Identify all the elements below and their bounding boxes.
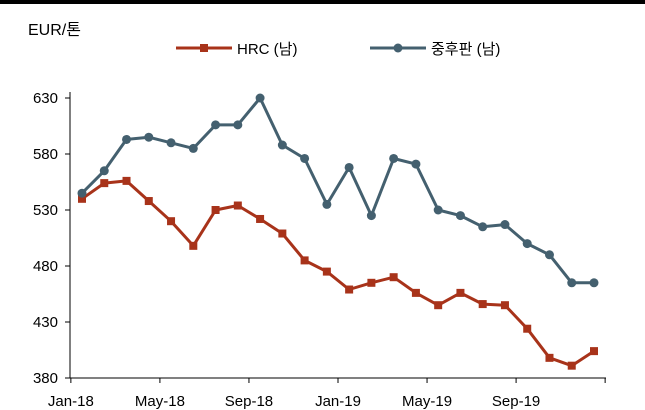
legend-item-plate: 중후판 (남)	[370, 36, 500, 60]
data-point-hrc-7	[233, 201, 242, 210]
data-point-plate-12	[344, 162, 354, 172]
y-unit-label: EUR/톤	[28, 22, 81, 39]
data-point-plate-20	[522, 239, 532, 249]
data-point-hrc-2	[122, 176, 131, 185]
x-tick-label-Sep-19: Sep-19	[492, 393, 540, 410]
data-point-hrc-4	[167, 217, 176, 226]
data-point-plate-3	[144, 132, 154, 142]
y-tick-label-530: 530	[33, 202, 58, 219]
data-point-hrc-21	[545, 353, 554, 362]
data-point-plate-7	[233, 120, 243, 130]
y-tick-label-380: 380	[33, 370, 58, 387]
series-line-hrc	[81, 179, 595, 368]
data-point-hrc-10	[300, 256, 309, 265]
data-point-hrc-17	[456, 288, 465, 297]
x-tick-label-May-19: May-19	[402, 393, 452, 410]
x-tick-label-May-18: May-18	[135, 393, 185, 410]
data-point-hrc-6	[211, 206, 220, 214]
data-point-plate-6	[211, 120, 221, 130]
data-point-hrc-1	[100, 179, 109, 188]
data-point-hrc-5	[189, 241, 198, 250]
data-point-hrc-9	[278, 229, 287, 238]
data-point-plate-15	[411, 159, 421, 169]
legend-label-hrc: HRC (남)	[237, 40, 298, 58]
data-point-hrc-23	[590, 347, 598, 356]
top-rule	[0, 0, 645, 4]
data-point-plate-13	[366, 211, 376, 221]
data-point-plate-0	[77, 188, 87, 198]
data-point-hrc-13	[367, 278, 376, 287]
data-point-plate-14	[389, 153, 399, 163]
data-point-hrc-8	[256, 214, 265, 223]
legend-item-hrc: HRC (남)	[176, 36, 297, 60]
data-point-plate-1	[99, 166, 109, 176]
data-point-plate-8	[255, 93, 265, 103]
data-point-hrc-14	[389, 273, 398, 282]
series-line-plate	[80, 96, 594, 285]
data-point-hrc-19	[500, 301, 509, 310]
data-point-plate-9	[277, 140, 287, 150]
y-tick-label-430: 430	[33, 314, 58, 331]
data-point-hrc-15	[411, 288, 420, 297]
legend-label-plate: 중후판 (남)	[431, 40, 501, 58]
data-point-plate-5	[188, 143, 198, 153]
series-plate	[77, 93, 599, 288]
x-tick-label-Jan-19: Jan-19	[315, 393, 361, 410]
data-point-plate-23	[589, 278, 599, 288]
data-point-plate-11	[322, 199, 332, 209]
data-point-hrc-18	[478, 300, 487, 309]
data-point-hrc-11	[322, 267, 331, 276]
data-point-hrc-20	[523, 324, 532, 333]
data-point-hrc-3	[144, 197, 153, 206]
data-point-plate-19	[500, 220, 510, 230]
x-tick-label-Jan-18: Jan-18	[48, 393, 94, 410]
data-point-hrc-12	[345, 285, 354, 294]
y-tick-label-580: 580	[33, 146, 58, 163]
series-hrc	[78, 176, 598, 370]
data-point-plate-10	[300, 153, 310, 163]
data-point-plate-21	[544, 250, 554, 260]
y-tick-label-480: 480	[33, 258, 58, 275]
data-point-plate-22	[567, 278, 577, 288]
data-point-plate-17	[455, 211, 465, 221]
legend-swatch-plate	[370, 43, 426, 53]
data-point-plate-18	[478, 222, 488, 232]
legend: HRC (남) 중후판 (남)	[0, 36, 645, 60]
data-point-plate-4	[166, 138, 176, 148]
x-tick-label-Sep-18: Sep-18	[225, 393, 273, 410]
axes: 380 430 480 530 580 630 Jan-18 May-18 Sep-18 Jan-…	[33, 90, 606, 410]
data-point-hrc-22	[567, 361, 576, 370]
data-point-hrc-16	[434, 301, 443, 310]
legend-swatch-hrc	[176, 44, 232, 52]
data-point-plate-2	[122, 134, 132, 144]
data-point-hrc-0	[78, 194, 86, 203]
y-tick-label-630: 630	[33, 90, 58, 107]
data-point-plate-16	[433, 205, 443, 215]
